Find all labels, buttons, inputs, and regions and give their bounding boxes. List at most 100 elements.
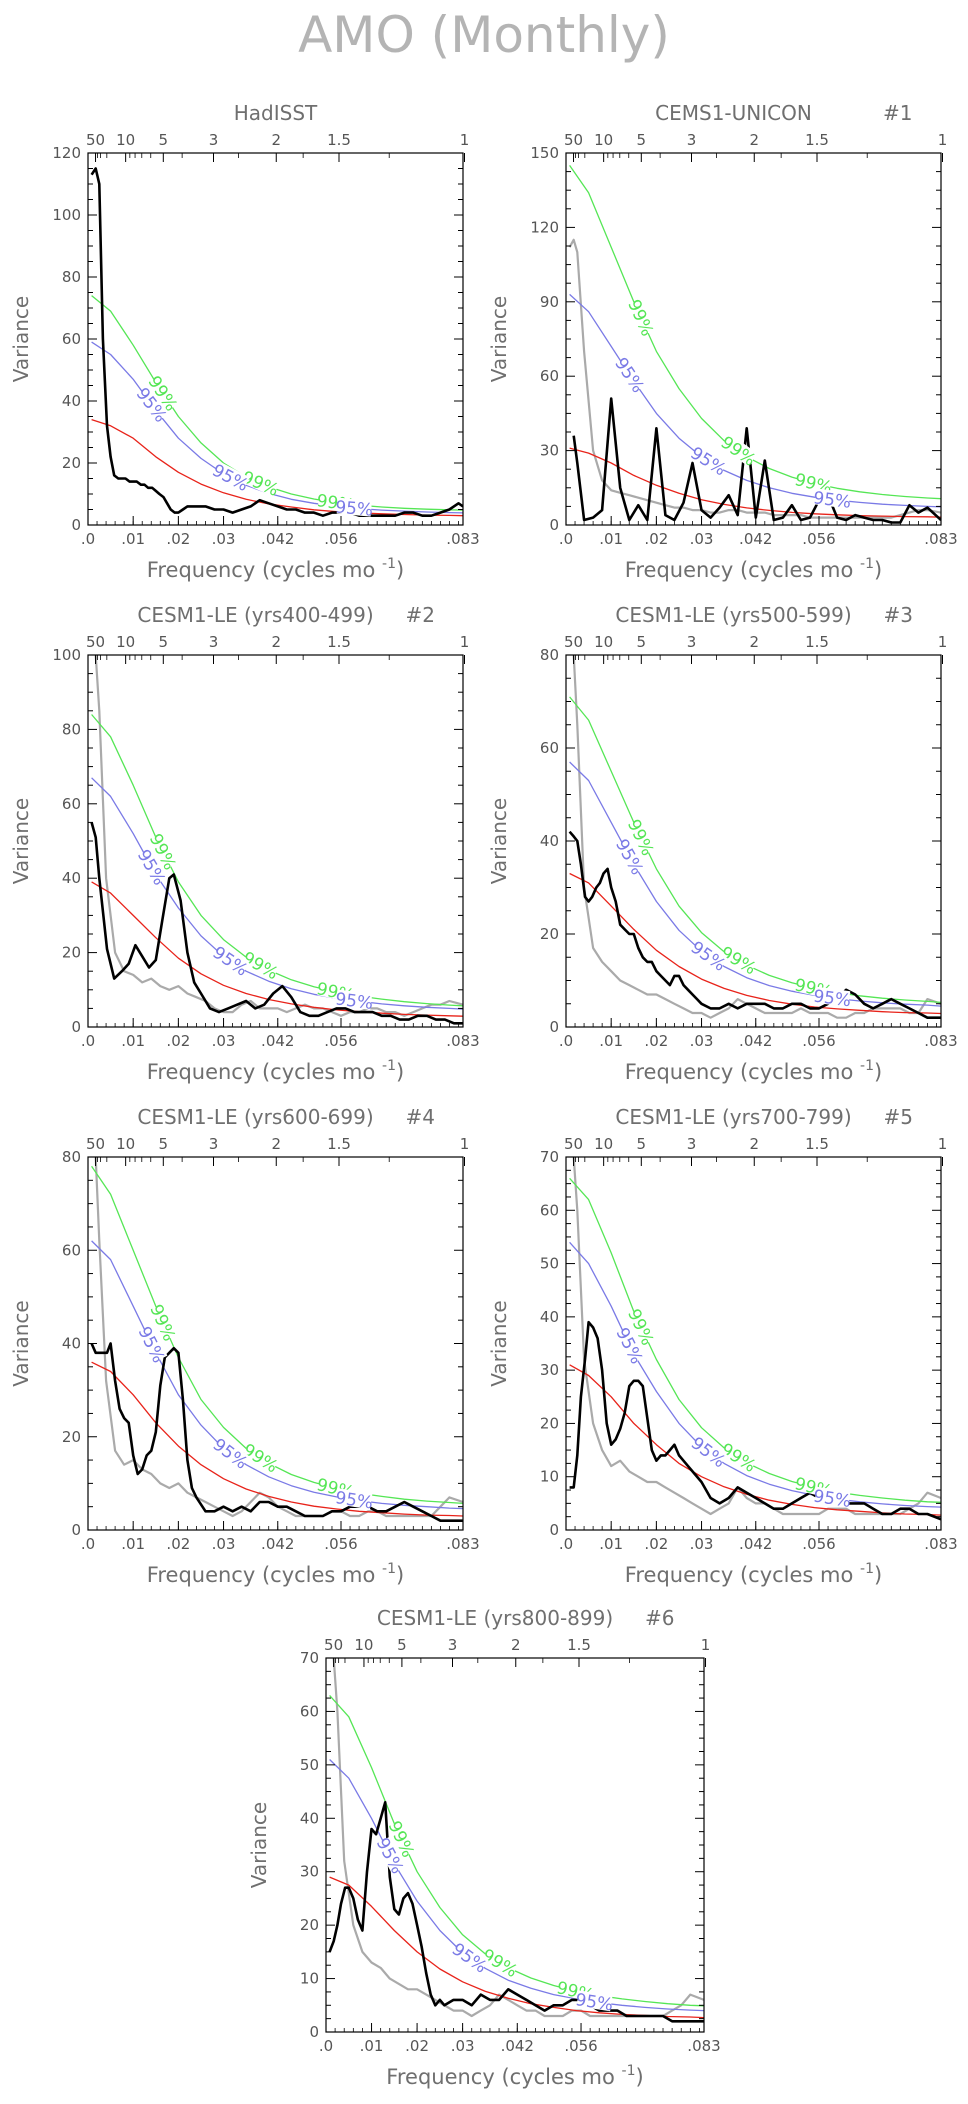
period-tick-label: 50 (564, 131, 583, 149)
series-line-99pct (91, 295, 463, 511)
period-tick-label: 50 (86, 1135, 105, 1153)
x-tick-label: .03 (690, 1535, 714, 1553)
period-tick-label: 50 (564, 1135, 583, 1153)
period-tick-label: 2 (749, 633, 759, 651)
x-tick-label: .042 (261, 530, 294, 548)
y-tick-label: 40 (540, 832, 559, 850)
panel-title: CESM1-LE (yrs800-899) (377, 1606, 613, 1630)
y-tick-label: 70 (300, 1649, 319, 1667)
level-label-bg (149, 1303, 179, 1341)
series-line-markov (569, 872, 941, 1015)
y-tick-label: 20 (62, 454, 81, 472)
y-tick-label: 0 (71, 1521, 81, 1539)
x-tick-label: .042 (739, 1032, 772, 1050)
x-tick-label: .01 (360, 2037, 384, 2055)
series-group (568, 165, 941, 524)
y-tick-label: 10 (300, 1970, 319, 1988)
x-tick-label: .056 (802, 530, 835, 548)
period-tick-label: 50 (86, 131, 105, 149)
x-tick-label: .01 (599, 1535, 623, 1553)
period-tick-label: 10 (594, 1135, 613, 1153)
x-tick-label: .056 (324, 530, 357, 548)
level-label-bg (137, 847, 169, 886)
x-tick-label: .02 (644, 530, 668, 548)
series-line-markov (329, 1876, 704, 2019)
panel-title: CESM1-LE (yrs600-699) (137, 1105, 373, 1129)
series-line-markov (91, 418, 463, 517)
x-tick-label: .03 (212, 1535, 236, 1553)
period-tick-label: 1 (938, 633, 948, 651)
period-tick-label: 3 (209, 633, 219, 651)
y-tick-label: 60 (540, 367, 559, 385)
period-tick-label: 1 (460, 633, 470, 651)
level-label-bg (388, 1819, 417, 1858)
x-axis-label: Frequency (cycles mo -1) (147, 1561, 404, 1587)
level-label-p95: 95% (334, 497, 373, 520)
level-label-p95: 95% (574, 1990, 614, 2015)
panel-title: CESM1-LE (yrs700-799) (615, 1105, 851, 1129)
panel-title: HadISST (234, 101, 318, 125)
period-tick-label: 5 (637, 131, 647, 149)
series-line-control (94, 655, 463, 1017)
x-tick-label: .03 (451, 2037, 475, 2055)
x-tick-label: .0 (81, 1535, 95, 1553)
level-label-bg (451, 1940, 489, 1974)
level-label-bg (720, 1440, 758, 1473)
period-tick-label: 5 (397, 1636, 407, 1654)
period-tick-label: 1 (938, 131, 948, 149)
series-line-control (94, 1157, 463, 1518)
level-label-bg (137, 1325, 168, 1363)
y-tick-label: 100 (52, 646, 81, 664)
y-tick-label: 60 (540, 1201, 559, 1219)
x-tick-label: .056 (564, 2037, 597, 2055)
panel-run-tag: #6 (645, 1606, 674, 1630)
y-tick-label: 90 (540, 293, 559, 311)
y-tick-label: 60 (62, 1241, 81, 1259)
panel-2: 99%99%99%95%95%95%0306090120150.0.01.02.… (487, 101, 958, 582)
level-label-p99: 99% (623, 297, 657, 340)
period-tick-label: 3 (209, 131, 219, 149)
series-line-spectrum (90, 822, 463, 1025)
period-tick-label: 2 (749, 1135, 759, 1153)
y-tick-label: 40 (62, 392, 81, 410)
period-tick-label: 1.5 (805, 633, 829, 651)
level-label-bg (795, 470, 833, 495)
x-tick-label: .02 (644, 1032, 668, 1050)
series-line-95pct (569, 293, 941, 508)
level-label-p95: 95% (448, 1939, 490, 1977)
x-tick-label: .03 (212, 530, 236, 548)
x-tick-label: .056 (324, 1535, 357, 1553)
y-tick-label: 50 (540, 1255, 559, 1273)
series-line-99pct (91, 1165, 463, 1505)
period-tick-label: 3 (687, 633, 697, 651)
y-tick-label: 0 (71, 516, 81, 534)
y-tick-label: 20 (540, 1414, 559, 1432)
level-label-bg (212, 461, 250, 492)
period-tick-label: 1 (460, 1135, 470, 1153)
series-line-99pct (91, 714, 463, 1007)
y-tick-label: 10 (540, 1468, 559, 1486)
level-label-bg (614, 355, 647, 393)
panel-1: 99%99%99%95%95%95%020406080100120.0.01.0… (9, 101, 480, 582)
level-label-bg (615, 1326, 646, 1364)
level-label-p95: 95% (209, 943, 251, 981)
y-tick-label: 70 (540, 1148, 559, 1166)
level-label-p95: 95% (812, 986, 852, 1011)
y-axis-label: Variance (9, 1300, 33, 1386)
level-label-bg (481, 1946, 520, 1978)
level-label-bg (627, 1307, 657, 1346)
x-tick-label: .083 (924, 530, 957, 548)
level-label-bg (627, 818, 657, 856)
y-tick-label: 60 (62, 330, 81, 348)
series-line-99pct (569, 1177, 941, 1503)
x-tick-label: .0 (81, 530, 95, 548)
y-axis-label: Variance (487, 1300, 511, 1386)
series-line-control (568, 238, 941, 519)
x-tick-label: .01 (599, 1032, 623, 1050)
panel-run-tag: #1 (883, 101, 912, 125)
level-label-bg (336, 989, 373, 1010)
y-axis-label: Variance (487, 296, 511, 382)
level-label-bg (149, 832, 179, 870)
x-tick-label: .02 (166, 530, 190, 548)
